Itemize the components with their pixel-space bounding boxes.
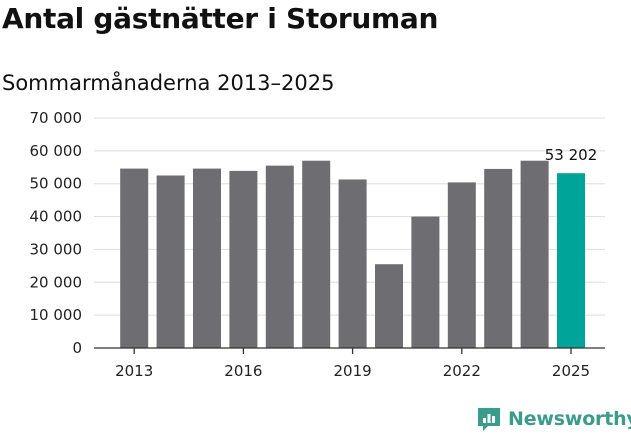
- x-tick-label: 2019: [334, 362, 372, 380]
- bar-2016: [229, 170, 258, 348]
- brand-logo: Newsworthy: [475, 405, 631, 433]
- bar-2024: [520, 160, 549, 348]
- y-tick-label: 30 000: [30, 240, 83, 258]
- bars: [120, 160, 585, 348]
- y-tick-label: 20 000: [30, 273, 83, 291]
- bar-2021: [411, 216, 440, 348]
- bar-2017: [265, 165, 294, 348]
- data-label-2025: 53 202: [545, 146, 598, 164]
- x-tick-label: 2025: [552, 362, 590, 380]
- bar-chart-bubble-icon: [478, 408, 500, 431]
- page-subtitle: Sommarmånaderna 2013–2025: [2, 71, 335, 95]
- bar-2020: [375, 264, 403, 348]
- y-tick-label: 50 000: [30, 175, 83, 193]
- x-tick-label: 2013: [115, 362, 153, 380]
- page-title: Antal gästnätter i Storuman: [2, 2, 439, 35]
- y-axis-ticks: 0 10 000 20 000 30 000 40 000 50 000 60 000 70 …: [30, 109, 83, 357]
- bar-2025: [557, 173, 585, 348]
- y-tick-label: 0: [72, 339, 82, 357]
- bar-2022: [447, 182, 476, 348]
- y-tick-label: 70 000: [30, 109, 83, 127]
- bar-chart: 0 10 000 20 000 30 000 40 000 50 000 60 000 70 …: [30, 109, 605, 380]
- y-tick-label: 10 000: [30, 306, 83, 324]
- bar-2013: [120, 168, 149, 348]
- bar-2015: [193, 168, 221, 348]
- brand-name: Newsworthy: [508, 408, 631, 430]
- x-tick-label: 2016: [224, 362, 262, 380]
- bar-2023: [484, 168, 513, 348]
- bar-2018: [302, 160, 331, 348]
- data-labels: 53 202: [545, 146, 598, 164]
- x-axis-ticks: 2013 2016 2019 2022 2025: [115, 348, 590, 380]
- x-tick-label: 2022: [443, 362, 481, 380]
- y-tick-label: 40 000: [30, 208, 83, 226]
- bar-2019: [338, 179, 367, 348]
- y-tick-label: 60 000: [30, 142, 83, 160]
- bar-2014: [156, 175, 185, 348]
